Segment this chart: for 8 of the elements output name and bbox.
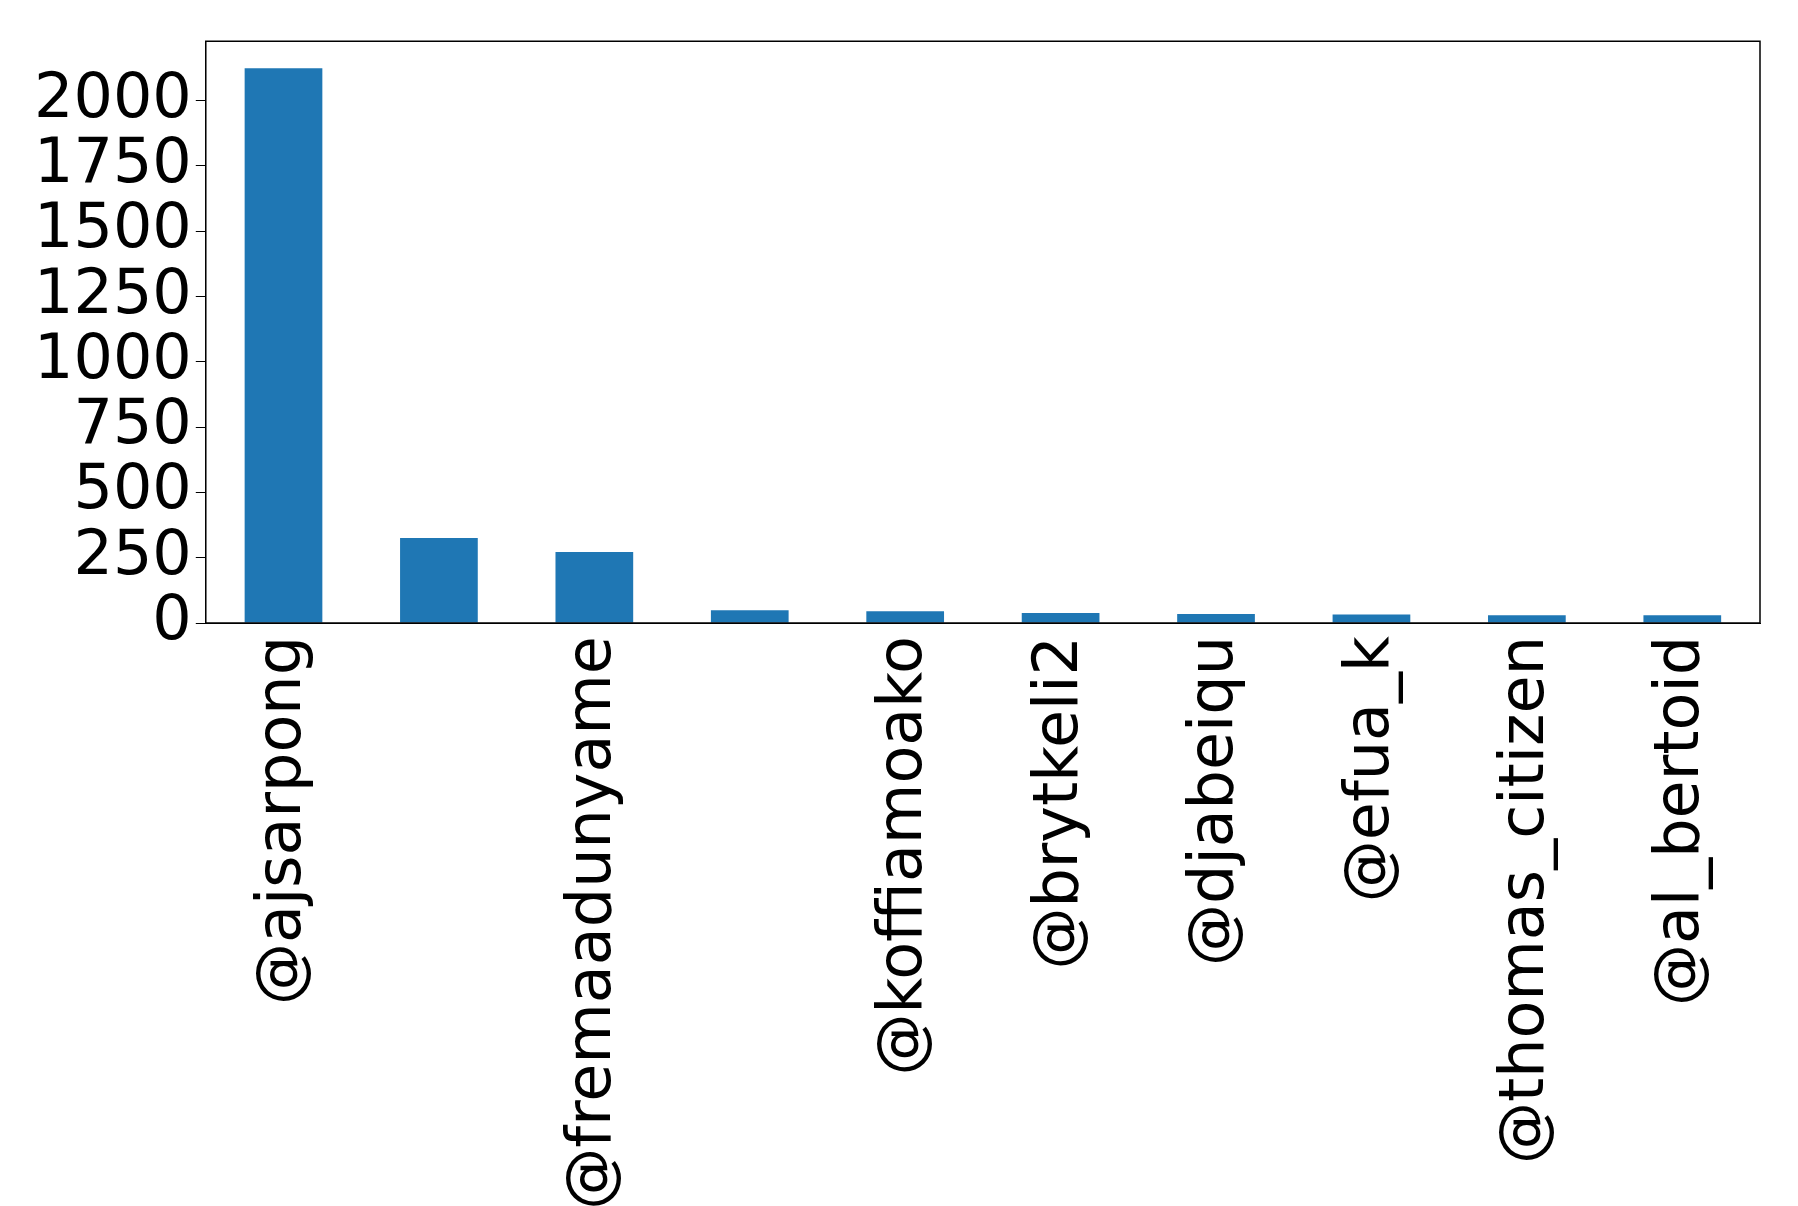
x-tick-label: @fremaadunyame <box>552 636 626 1206</box>
x-tick-label: @ajsarpong <box>241 636 315 1005</box>
x-tick-label: @efua_k <box>1329 635 1403 903</box>
x-tick-label: @thomas_citizen <box>1484 636 1558 1165</box>
x-tick-label: @al_bertoid <box>1640 636 1714 1007</box>
x-tick-label: @brytkeli2 <box>1018 636 1092 970</box>
x-tick-label: @djabeiqu <box>1174 636 1248 966</box>
x-tick-label: @koffiamoako <box>863 636 937 1076</box>
